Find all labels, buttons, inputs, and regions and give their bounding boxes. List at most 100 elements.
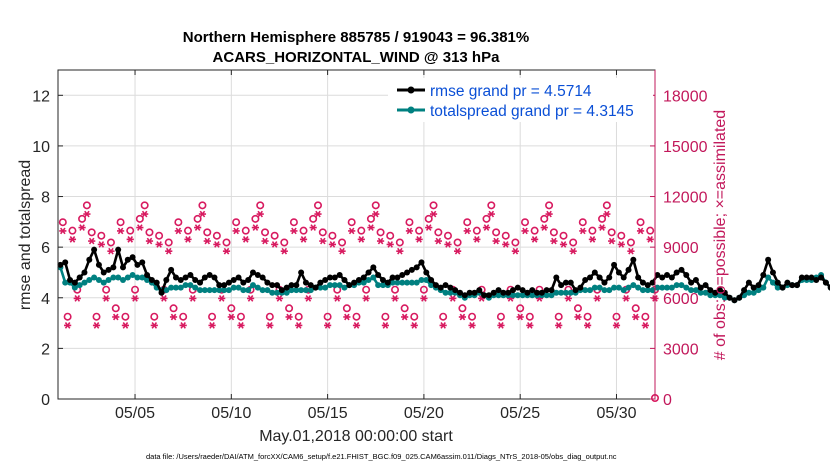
totalspread-point xyxy=(408,279,415,286)
obs-possible-marker xyxy=(636,218,645,227)
rmse-point xyxy=(317,279,324,286)
obs-possible-marker xyxy=(309,214,318,223)
rmse-point xyxy=(625,266,632,273)
obs-star-stroke xyxy=(613,322,620,329)
obs-star-stroke xyxy=(589,236,596,243)
obs-star-stroke xyxy=(584,322,591,329)
obs-star-stroke xyxy=(117,227,124,235)
obs-assimilated-marker xyxy=(463,227,471,235)
rmse-point xyxy=(394,274,401,281)
rmse-point xyxy=(818,274,825,281)
obs-assimilated-marker xyxy=(92,322,101,329)
rmse-point xyxy=(288,282,295,289)
rmse-point xyxy=(615,269,622,276)
obs-assimilated-marker xyxy=(203,237,211,245)
obs-possible-marker xyxy=(179,312,188,321)
rmse-point xyxy=(736,294,743,301)
obs-assimilated-marker xyxy=(314,210,322,218)
obs-assimilated-marker xyxy=(64,322,72,329)
obs-star-stroke xyxy=(103,295,109,302)
obs-assimilated-marker xyxy=(338,247,346,255)
rmse-series xyxy=(57,246,830,304)
rmse-point xyxy=(745,279,752,286)
obs-assimilated-marker xyxy=(386,241,394,248)
obs-possible-marker xyxy=(328,231,337,240)
obs-possible-marker xyxy=(294,312,303,321)
rmse-point xyxy=(283,284,290,291)
obs-assimilated-marker xyxy=(266,322,274,329)
obs-possible-marker xyxy=(602,201,611,210)
totalspread-point xyxy=(95,277,102,284)
obs-star-stroke xyxy=(531,236,538,243)
rmse-point xyxy=(567,279,574,286)
obs-star-stroke xyxy=(401,313,408,321)
obs-star-stroke xyxy=(74,295,81,302)
obs-possible-marker xyxy=(366,214,375,223)
obs-star-stroke xyxy=(454,247,461,255)
obs-assimilated-marker xyxy=(550,237,558,245)
totalspread-point xyxy=(269,289,276,296)
rmse-point xyxy=(76,274,83,281)
obs-possible-marker xyxy=(482,214,491,223)
totalspread-point xyxy=(254,284,261,291)
obs-assimilated-marker xyxy=(367,224,375,231)
rmse-point xyxy=(365,269,372,276)
obs-assimilated-marker xyxy=(208,322,216,329)
obs-star-stroke xyxy=(324,322,331,329)
rmse-point xyxy=(606,274,613,281)
rmse-point xyxy=(379,277,386,284)
obs-assimilated-marker xyxy=(405,227,414,235)
obs-assimilated-marker xyxy=(97,241,105,248)
obs-assimilated-marker xyxy=(526,322,534,329)
obs-assimilated-marker xyxy=(579,227,587,235)
obs-assimilated-marker xyxy=(603,210,611,218)
obs-star-stroke xyxy=(199,210,206,218)
obs-star-stroke xyxy=(291,227,297,235)
obs-assimilated-marker xyxy=(218,295,226,302)
obs-possible-marker xyxy=(554,312,563,321)
totalspread-point xyxy=(134,274,141,281)
totalspread-point xyxy=(322,284,329,291)
obs-assimilated-marker xyxy=(232,227,240,235)
obs-possible-marker xyxy=(641,312,650,321)
rmse-point xyxy=(91,246,98,253)
obs-assimilated-marker xyxy=(169,313,178,321)
obs-assimilated-marker xyxy=(396,247,404,255)
obs-assimilated-marker xyxy=(136,224,144,231)
obs-star-stroke xyxy=(541,224,548,231)
obs-star-stroke xyxy=(247,295,254,302)
totalspread-point xyxy=(192,284,199,291)
obs-assimilated-marker xyxy=(598,224,606,231)
obs-possible-marker xyxy=(208,312,217,321)
obs-possible-marker xyxy=(424,214,433,223)
obs-star-stroke xyxy=(435,237,442,245)
rmse-point xyxy=(278,287,285,294)
rmse-point xyxy=(750,284,757,291)
obs-assimilated-marker xyxy=(617,241,625,248)
rmse-point xyxy=(370,264,377,271)
obs-assimilated-marker xyxy=(59,227,67,235)
obs-assimilated-marker xyxy=(622,295,630,302)
obs-possible-marker xyxy=(111,304,120,313)
y-tick-label: 0 xyxy=(41,392,50,409)
obs-possible-marker xyxy=(391,285,400,294)
obs-possible-marker xyxy=(68,226,77,235)
rmse-point xyxy=(760,271,767,278)
rmse-point xyxy=(630,256,637,263)
obs-possible-marker xyxy=(58,218,67,227)
y-tick-label: 2 xyxy=(41,341,50,358)
obs-assimilated-marker xyxy=(189,295,197,302)
rmse-point xyxy=(274,282,281,289)
obs-assimilated-marker xyxy=(502,241,510,248)
obs-possible-marker xyxy=(102,285,111,294)
rmse-point xyxy=(577,284,584,291)
obs-assimilated-marker xyxy=(333,295,341,302)
obs-assimilated-marker xyxy=(352,322,361,329)
obs-star-stroke xyxy=(382,322,389,329)
rmse-point xyxy=(485,292,492,299)
obs-possible-marker xyxy=(82,201,91,210)
rmse-point xyxy=(206,271,213,278)
rmse-point xyxy=(639,279,646,286)
obs-star-stroke xyxy=(546,210,552,218)
obs-star-stroke xyxy=(599,224,605,231)
